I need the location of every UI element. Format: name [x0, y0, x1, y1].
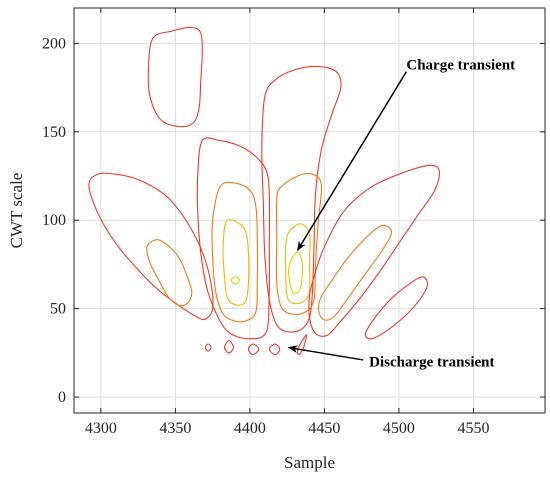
y-tick-label: 200 [42, 35, 66, 52]
contour-line-level-1 [147, 26, 203, 128]
contour-line-level-1 [296, 334, 308, 356]
contour-line-level-1 [364, 276, 428, 340]
contour-line-level-4 [288, 251, 304, 294]
contour-line-level-1 [223, 339, 235, 354]
y-tick-label: 0 [58, 389, 66, 406]
y-axis-label: CWT scale [7, 173, 26, 249]
plot-frame [73, 7, 546, 414]
contour-line-level-1 [88, 172, 214, 321]
x-tick-label: 4400 [234, 420, 266, 437]
contour-line-level-4 [230, 276, 240, 285]
annotation-arrow [287, 345, 364, 361]
contour-line-level-1 [196, 137, 271, 340]
y-tick-label: 50 [50, 301, 66, 318]
annotation-arrow [296, 71, 408, 252]
x-axis-label: Sample [284, 453, 335, 472]
contour-line-level-2 [146, 239, 193, 307]
contour-line-level-2 [275, 172, 323, 315]
x-tick-label: 4550 [457, 420, 489, 437]
contour-line-level-2 [211, 181, 259, 323]
y-tick-label: 100 [42, 212, 66, 229]
annotations: Charge transient Discharge transient [287, 58, 515, 371]
axes: 4300 4350 4400 4450 4500 4550 0 50 100 150 200 Samp… [7, 7, 546, 472]
contour-lines [88, 26, 440, 356]
x-tick-label: 4300 [85, 420, 117, 437]
x-tick-label: 4350 [159, 420, 191, 437]
annotation-label: Charge transient [406, 58, 515, 74]
contour-line-level-2 [317, 224, 393, 321]
contour-line-level-1 [247, 343, 260, 356]
x-tick-label: 4500 [383, 420, 415, 437]
contour-line-level-3 [284, 223, 311, 305]
y-tick-label: 150 [42, 124, 66, 141]
contour-line-level-3 [222, 219, 250, 306]
annotation-label: Discharge transient [369, 355, 494, 371]
x-tick-label: 4450 [308, 420, 340, 437]
grid [74, 8, 545, 413]
contour-line-level-1 [308, 164, 440, 337]
contour-line-level-1 [268, 343, 281, 356]
contour-line-level-1 [261, 65, 342, 333]
contour-line-level-1 [204, 343, 212, 352]
